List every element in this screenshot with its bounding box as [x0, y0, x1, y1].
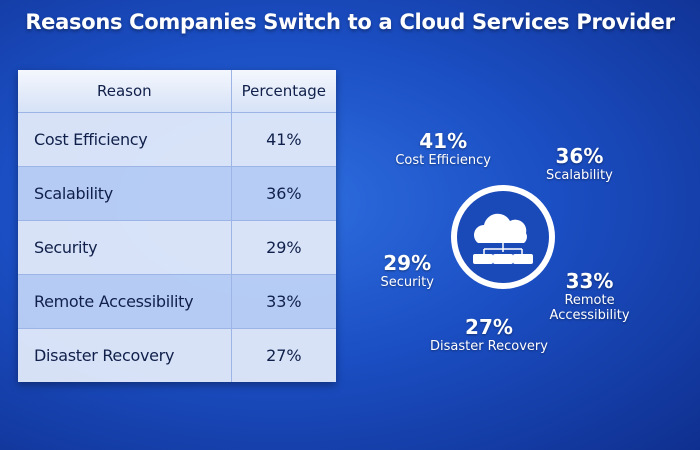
table-body: Cost Efficiency 41% Scalability 36% Security… [18, 112, 336, 382]
reason-cell: Security [18, 220, 232, 275]
server-icons [473, 254, 533, 264]
slice-label: 33% Remote Accessibility [545, 269, 635, 323]
table-row: Remote Accessibility 33% [18, 274, 336, 329]
reason-cell: Cost Efficiency [18, 112, 232, 167]
title: Reasons Companies Switch to a Cloud Serv… [25, 10, 675, 34]
table-row: Scalability 36% [18, 166, 336, 221]
slice-name: Disaster Recovery [429, 338, 548, 354]
slice-name: Scalability [546, 168, 613, 184]
slice-value: 27% [465, 314, 513, 339]
slice-label: 36% Scalability [514, 144, 644, 183]
table-row: Cost Efficiency 41% [18, 112, 336, 167]
percentage-cell: 27% [230, 328, 336, 382]
slice-name: Cost Efficiency [395, 153, 491, 169]
percentage-cell: 41% [230, 112, 336, 167]
percentage-cell: 33% [230, 274, 336, 329]
header-cell: Reason [18, 70, 232, 113]
slice-label: 27% Disaster Recovery [424, 315, 554, 354]
network-lines [483, 243, 523, 254]
table-header: Reason Percentage [18, 70, 336, 113]
percentage-cell: 29% [230, 220, 336, 275]
slice-name: Remote Accessibility [549, 292, 630, 323]
percentage-cell: 36% [230, 166, 336, 221]
slice-label: 41% Cost Efficiency [378, 129, 508, 168]
slice-name: Security [380, 274, 434, 290]
reason-cell: Scalability [18, 166, 232, 221]
slice-value: 36% [555, 144, 604, 169]
slice-value: 41% [419, 129, 468, 154]
reason-cell: Disaster Recovery [18, 328, 232, 382]
reasons-table: Reason Percentage Cost Efficiency 41% Scal… [18, 70, 336, 382]
table-row: Disaster Recovery 27% [18, 328, 336, 382]
header-cell: Percentage [230, 70, 336, 113]
reason-cell: Remote Accessibility [18, 274, 232, 329]
slice-label: 29% Security [342, 251, 472, 290]
slice-value: 29% [383, 250, 432, 275]
slice-value: 33% [565, 268, 614, 293]
cloud-icon [474, 213, 527, 243]
table-row: Security 29% [18, 220, 336, 275]
